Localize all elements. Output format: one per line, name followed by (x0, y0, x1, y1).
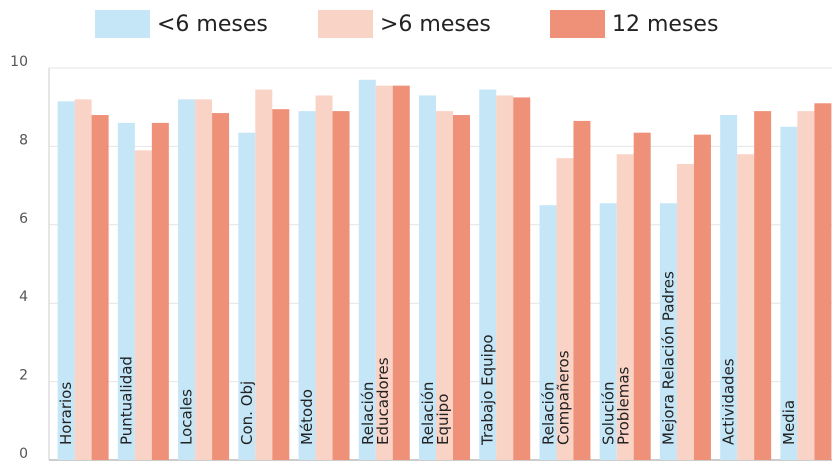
x-tick-label: Media (780, 400, 798, 445)
bar (151, 122, 169, 460)
bar (358, 79, 376, 460)
legend-label: <6 meses (157, 12, 268, 37)
x-tick-label-line: Relación (358, 382, 376, 445)
x-tick-label-line: Problemas (614, 366, 632, 445)
bar (693, 134, 711, 460)
bar (573, 120, 591, 461)
x-tick-label-line: Compañeros (554, 350, 572, 445)
bar (332, 111, 350, 461)
x-tick-label: RelaciónEquipo (419, 382, 452, 445)
bar (436, 111, 453, 461)
bar (556, 158, 574, 460)
bar (255, 89, 273, 460)
y-tick-label: 6 (19, 211, 28, 227)
bar (74, 99, 92, 461)
bar (720, 115, 738, 460)
bar (195, 99, 213, 461)
bar (178, 99, 196, 461)
x-tick-label: Locales (178, 389, 196, 445)
legend-swatch (95, 10, 150, 38)
legend-label: >6 meses (380, 12, 491, 37)
bar (780, 126, 798, 461)
y-tick-label: 0 (19, 446, 28, 462)
x-tick-label: Horarios (57, 382, 75, 445)
bar (117, 122, 135, 460)
bar (315, 95, 333, 460)
bar (419, 95, 436, 460)
bar (513, 97, 531, 461)
bar (676, 164, 694, 461)
x-tick-label-line: Educadores (373, 357, 391, 445)
legend-label: 12 meses (612, 12, 718, 37)
x-tick-label: Actividades (720, 358, 738, 445)
x-tick-label-line: Relación (419, 382, 437, 445)
bar (599, 203, 617, 461)
bar (737, 154, 755, 461)
y-tick-label: 8 (19, 132, 28, 148)
bar (298, 111, 316, 461)
x-tick-label: SoluciónProblemas (599, 366, 632, 445)
bar (134, 150, 152, 460)
bar (754, 111, 772, 461)
bar (392, 85, 410, 460)
bar (57, 101, 75, 460)
bar (91, 115, 109, 460)
bar (272, 109, 290, 460)
bar (633, 132, 651, 460)
x-tick-label: Con. Obj (238, 381, 256, 445)
bar (814, 103, 832, 460)
x-tick-label: Trabajo Equipo (479, 334, 497, 446)
bar (797, 111, 815, 461)
bar (453, 115, 470, 460)
x-tick-label: Mejora Relación Padres (659, 271, 677, 445)
y-tick-label: 2 (19, 368, 28, 384)
legend-swatch (318, 10, 373, 38)
bar (375, 85, 393, 460)
bar (496, 95, 514, 460)
bar (616, 154, 634, 461)
y-tick-label: 4 (19, 289, 28, 305)
x-tick-label-line: Equipo (434, 394, 452, 445)
bar (238, 132, 256, 460)
bar (479, 89, 497, 460)
x-tick-label-line: Solución (599, 382, 617, 445)
bar (659, 203, 677, 461)
x-tick-label-line: Relación (539, 382, 557, 445)
x-tick-label: Puntualidad (117, 356, 135, 445)
bar (539, 205, 557, 460)
x-tick-label: Método (298, 389, 316, 445)
x-tick-label: RelaciónEducadores (358, 357, 391, 445)
bar (212, 113, 230, 460)
x-tick-label: RelaciónCompañeros (539, 350, 572, 445)
y-tick-label: 10 (10, 54, 28, 70)
legend-swatch (550, 10, 605, 38)
